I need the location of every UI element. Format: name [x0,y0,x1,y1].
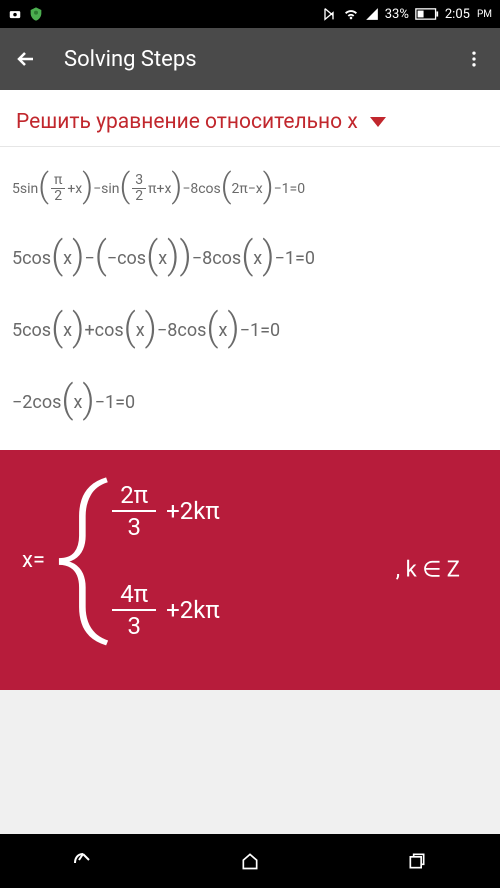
nav-back-icon [71,849,95,873]
battery-percent: 33% [385,7,409,22]
equation-step-4[interactable]: −2cos (x) −1=0 [12,380,488,424]
result-box[interactable]: x= { 2π 3 +2kπ 4π 3 +2kπ , [0,450,500,690]
nav-recent-button[interactable] [387,841,447,881]
solution-2: 4π 3 +2kπ [112,579,219,642]
content-area: Решить уравнение относительно x 5sin ( π… [0,90,500,690]
menu-button[interactable] [460,45,488,73]
mode-selector[interactable]: Решить уравнение относительно x [0,90,500,147]
solution-stack: 2π 3 +2kπ 4π 3 +2kπ [112,480,219,642]
app-header: Solving Steps [0,28,500,90]
wifi-icon [343,6,359,22]
camera-icon [8,7,22,21]
equation-step-3[interactable]: 5cos (x) +cos (x) −8cos (x) −1=0 [12,308,488,352]
nav-back-button[interactable] [53,841,113,881]
nfc-icon [321,6,337,22]
status-left [8,6,44,22]
clock-ampm: PM [477,9,492,20]
nav-home-button[interactable] [220,841,280,881]
back-button[interactable] [12,45,40,73]
arrow-left-icon [14,47,38,71]
shield-icon [28,6,44,22]
chevron-down-icon [370,114,386,133]
nav-recent-icon [407,851,427,871]
solution-1: 2π 3 +2kπ [112,480,219,543]
x-equals: x= [22,548,45,573]
status-bar: 33% 2:05 PM [0,0,500,28]
status-right: 33% 2:05 PM [321,6,492,22]
page-title: Solving Steps [64,47,460,72]
k-in-z: , k ∈ Z [396,558,460,583]
equation-step-2[interactable]: 5cos (x) − ( −cos (x) ) −8cos (x) −1=0 [12,236,488,280]
navigation-bar [0,834,500,888]
equation-step-1[interactable]: 5sin ( π2 +x ) −sin ( 32 π+x ) −8cos ( 2… [12,169,488,208]
dots-vertical-icon [464,49,484,69]
clock-time: 2:05 [445,7,470,22]
brace-icon: { [53,493,108,612]
equation-steps: 5sin ( π2 +x ) −sin ( 32 π+x ) −8cos ( 2… [0,147,500,450]
mode-label: Решить уравнение относительно x [16,110,358,134]
signal-icon [365,7,379,21]
result-equation: x= { 2π 3 +2kπ 4π 3 +2kπ , [22,480,478,642]
battery-icon [415,8,439,20]
nav-home-icon [240,851,260,871]
